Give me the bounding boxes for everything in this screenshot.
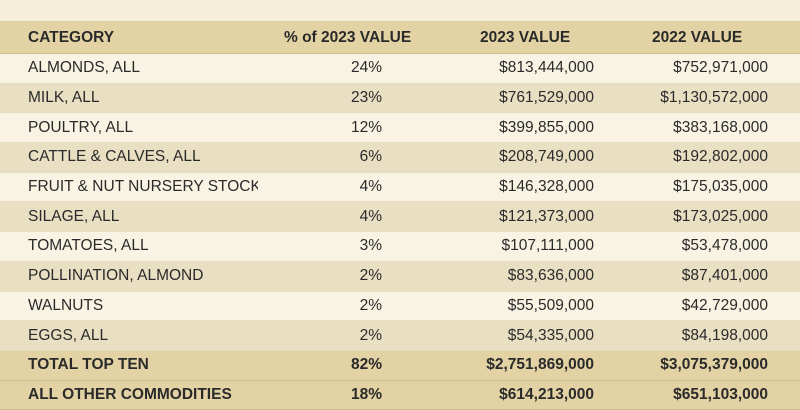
cell-category: ALL OTHER COMMODITIES bbox=[0, 380, 258, 410]
table-row: MILK, ALL 23% $761,529,000 $1,130,572,00… bbox=[0, 83, 800, 114]
header-value-2022: 2022 VALUE bbox=[608, 22, 800, 54]
header-category: CATEGORY bbox=[0, 22, 258, 54]
cell-category: SILAGE, ALL bbox=[0, 201, 258, 233]
cell-value-2023: $55,509,000 bbox=[438, 291, 608, 322]
cell-pct-2023: 6% bbox=[258, 142, 438, 173]
total-row: ALL OTHER COMMODITIES 18% $614,213,000 $… bbox=[0, 380, 800, 410]
cell-pct-2023: 23% bbox=[258, 83, 438, 114]
cell-value-2022: $1,130,572,000 bbox=[608, 83, 800, 114]
commodity-table: CATEGORY % of 2023 VALUE 2023 VALUE 2022… bbox=[0, 22, 800, 410]
cell-value-2022: $87,401,000 bbox=[608, 261, 800, 292]
cell-value-2023: $614,213,000 bbox=[438, 380, 608, 410]
cell-value-2023: $83,636,000 bbox=[438, 261, 608, 292]
cell-value-2022: $175,035,000 bbox=[608, 172, 800, 203]
cell-category: TOTAL TOP TEN bbox=[0, 350, 258, 381]
cell-value-2023: $761,529,000 bbox=[438, 83, 608, 114]
cell-pct-2023: 24% bbox=[258, 53, 438, 84]
cell-category: CATTLE & CALVES, ALL bbox=[0, 142, 258, 173]
cell-value-2022: $752,971,000 bbox=[608, 53, 800, 84]
table-row: POULTRY, ALL 12% $399,855,000 $383,168,0… bbox=[0, 112, 800, 144]
cell-category: WALNUTS bbox=[0, 291, 258, 322]
cell-value-2023: $399,855,000 bbox=[438, 112, 608, 144]
table-row: ALMONDS, ALL 24% $813,444,000 $752,971,0… bbox=[0, 53, 800, 84]
cell-value-2023: $146,328,000 bbox=[438, 172, 608, 203]
table-row: CATTLE & CALVES, ALL 6% $208,749,000 $19… bbox=[0, 142, 800, 173]
table-row: POLLINATION, ALMOND 2% $83,636,000 $87,4… bbox=[0, 261, 800, 292]
header-pct-2023: % of 2023 VALUE bbox=[258, 22, 438, 54]
cell-category: ALMONDS, ALL bbox=[0, 53, 258, 84]
cell-pct-2023: 12% bbox=[258, 112, 438, 144]
cell-value-2023: $2,751,869,000 bbox=[438, 350, 608, 381]
cell-pct-2023: 3% bbox=[258, 231, 438, 262]
cell-value-2022: $42,729,000 bbox=[608, 291, 800, 322]
cell-category: POLLINATION, ALMOND bbox=[0, 261, 258, 292]
cell-value-2023: $813,444,000 bbox=[438, 53, 608, 84]
table-header-row: CATEGORY % of 2023 VALUE 2023 VALUE 2022… bbox=[0, 22, 800, 54]
cell-value-2022: $173,025,000 bbox=[608, 201, 800, 233]
cell-pct-2023: 2% bbox=[258, 320, 438, 351]
cell-value-2023: $54,335,000 bbox=[438, 320, 608, 351]
table-row: SILAGE, ALL 4% $121,373,000 $173,025,000 bbox=[0, 201, 800, 233]
header-value-2023: 2023 VALUE bbox=[438, 22, 608, 54]
cell-value-2023: $121,373,000 bbox=[438, 201, 608, 233]
table-row: TOMATOES, ALL 3% $107,111,000 $53,478,00… bbox=[0, 231, 800, 262]
cell-pct-2023: 2% bbox=[258, 291, 438, 322]
cell-value-2022: $651,103,000 bbox=[608, 380, 800, 410]
table-row: FRUIT & NUT NURSERY STOCK 4% $146,328,00… bbox=[0, 172, 800, 203]
cell-category: FRUIT & NUT NURSERY STOCK bbox=[0, 172, 258, 203]
cell-value-2023: $208,749,000 bbox=[438, 142, 608, 173]
table-row: EGGS, ALL 2% $54,335,000 $84,198,000 bbox=[0, 320, 800, 351]
cell-value-2022: $3,075,379,000 bbox=[608, 350, 800, 381]
cell-value-2022: $53,478,000 bbox=[608, 231, 800, 262]
cell-value-2022: $84,198,000 bbox=[608, 320, 800, 351]
cell-category: POULTRY, ALL bbox=[0, 112, 258, 144]
cell-category: EGGS, ALL bbox=[0, 320, 258, 351]
cell-value-2022: $383,168,000 bbox=[608, 112, 800, 144]
cell-pct-2023: 82% bbox=[258, 350, 438, 381]
cell-category: TOMATOES, ALL bbox=[0, 231, 258, 262]
top-strip bbox=[0, 0, 800, 22]
cell-pct-2023: 4% bbox=[258, 201, 438, 233]
cell-value-2023: $107,111,000 bbox=[438, 231, 608, 262]
total-row: TOTAL TOP TEN 82% $2,751,869,000 $3,075,… bbox=[0, 350, 800, 381]
cell-pct-2023: 18% bbox=[258, 380, 438, 410]
cell-pct-2023: 4% bbox=[258, 172, 438, 203]
cell-pct-2023: 2% bbox=[258, 261, 438, 292]
table-row: WALNUTS 2% $55,509,000 $42,729,000 bbox=[0, 291, 800, 322]
cell-category: MILK, ALL bbox=[0, 83, 258, 114]
cell-value-2022: $192,802,000 bbox=[608, 142, 800, 173]
